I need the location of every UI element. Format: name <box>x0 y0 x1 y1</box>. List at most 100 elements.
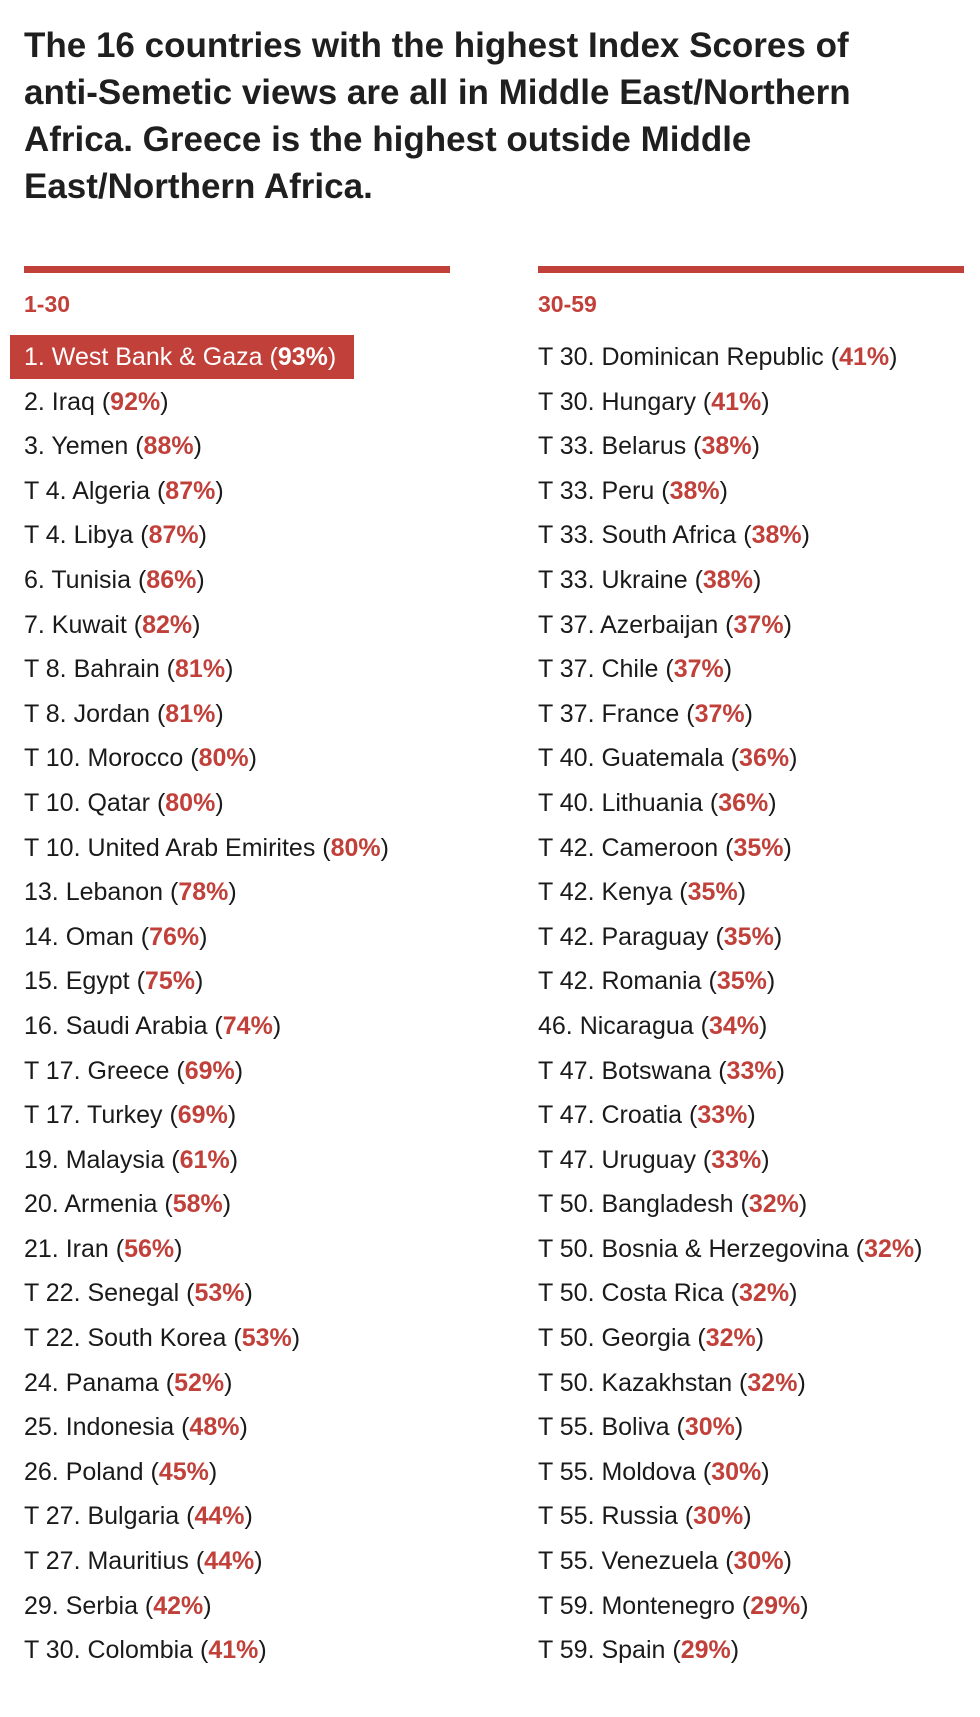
list-item-content: 1. West Bank & Gaza (93%) <box>10 335 355 379</box>
list-item: T 37. France (37%) <box>538 692 964 737</box>
rank-label: T 42. <box>538 833 602 862</box>
rank-label: T 59. <box>538 1591 602 1620</box>
score-percent: 30% <box>693 1502 744 1531</box>
rank-label: 15. <box>24 967 66 996</box>
list-item-content: T 33. Ukraine (38%) <box>538 565 762 594</box>
list-item-content: T 47. Uruguay (33%) <box>538 1145 770 1174</box>
list-item-content: T 10. Morocco (80%) <box>24 744 257 773</box>
list-item-content: T 4. Algeria (87%) <box>24 476 224 505</box>
list-item: 15. Egypt (75%) <box>24 959 450 1004</box>
rank-label: 19. <box>24 1145 66 1174</box>
rank-label: T 55. <box>538 1502 602 1531</box>
rank-label: T 42. <box>538 878 602 907</box>
country-name: Uruguay <box>601 1145 696 1174</box>
list-item-content: T 37. France (37%) <box>538 699 753 728</box>
column-divider <box>538 266 964 273</box>
country-name: Indonesia <box>65 1413 175 1442</box>
country-name: Guatemala <box>601 744 724 773</box>
rank-label: T 30. <box>538 343 602 371</box>
ranking-column-1-30: 1-30 1. West Bank & Gaza (93%) 2. Iraq (9… <box>10 266 450 1673</box>
score-percent: 75% <box>144 967 195 996</box>
list-item: T 4. Algeria (87%) <box>24 469 450 514</box>
list-item-content: T 47. Botswana (33%) <box>538 1056 785 1085</box>
score-percent: 53% <box>241 1324 292 1353</box>
rank-label: 7. <box>24 610 52 639</box>
rank-label: T 4. <box>24 476 73 505</box>
rank-label: T 37. <box>538 655 602 684</box>
list-item: T 22. Senegal (53%) <box>24 1271 450 1316</box>
country-name: Venezuela <box>601 1547 719 1576</box>
score-percent: 92% <box>110 387 161 416</box>
country-name: Egypt <box>65 967 130 996</box>
rank-label: 1. <box>24 343 52 371</box>
rank-label: T 8. <box>24 655 74 684</box>
rank-label: T 10. <box>24 833 88 862</box>
list-item: T 59. Spain (29%) <box>538 1628 964 1673</box>
list-item: T 33. Peru (38%) <box>538 469 964 514</box>
score-percent: 37% <box>673 655 724 684</box>
rank-label: 14. <box>24 922 66 951</box>
rank-label: T 42. <box>538 967 602 996</box>
list-item-content: T 50. Georgia (32%) <box>538 1324 765 1353</box>
list-item: T 37. Azerbaijan (37%) <box>538 603 964 648</box>
list-item: 6. Tunisia (86%) <box>24 558 450 603</box>
list-item-content: T 30. Hungary (41%) <box>538 387 770 416</box>
rank-label: 25. <box>24 1413 66 1442</box>
rank-label: 2. <box>24 387 52 416</box>
score-percent: 69% <box>177 1101 228 1130</box>
list-item-content: 25. Indonesia (48%) <box>24 1413 248 1442</box>
country-name: Belarus <box>601 432 687 461</box>
country-name: Algeria <box>72 476 151 505</box>
rank-label: T 10. <box>24 788 88 817</box>
rank-label: T 33. <box>538 565 602 594</box>
rank-label: T 27. <box>24 1547 88 1576</box>
rank-label: T 55. <box>538 1457 602 1486</box>
list-item: 3. Yemen (88%) <box>24 424 450 469</box>
score-percent: 81% <box>175 655 226 684</box>
score-percent: 80% <box>198 744 249 773</box>
list-item: 16. Saudi Arabia (74%) <box>24 1004 450 1049</box>
rank-label: T 55. <box>538 1547 602 1576</box>
list-item-content: T 33. South Africa (38%) <box>538 521 810 550</box>
score-percent: 42% <box>153 1591 204 1620</box>
rank-label: T 40. <box>538 788 602 817</box>
rank-label: 3. <box>24 432 52 461</box>
country-name: Libya <box>73 521 134 550</box>
list-item: T 33. Belarus (38%) <box>538 424 964 469</box>
score-percent: 61% <box>179 1145 230 1174</box>
rank-label: 6. <box>24 565 52 594</box>
list-item: T 42. Kenya (35%) <box>538 870 964 915</box>
list-item-content: 16. Saudi Arabia (74%) <box>24 1011 282 1040</box>
rank-label: T 17. <box>24 1101 88 1130</box>
score-percent: 41% <box>208 1636 259 1665</box>
country-name: Iran <box>65 1234 109 1263</box>
list-item: 26. Poland (45%) <box>24 1450 450 1495</box>
rank-label: 13. <box>24 878 66 907</box>
country-name: Qatar <box>87 788 150 817</box>
country-name: Cameroon <box>601 833 719 862</box>
list-item: T 50. Bangladesh (32%) <box>538 1182 964 1227</box>
list-item: T 17. Greece (69%) <box>24 1049 450 1094</box>
score-percent: 35% <box>716 967 767 996</box>
list-item-content: T 27. Mauritius (44%) <box>24 1547 263 1576</box>
list-item-content: T 22. Senegal (53%) <box>24 1279 253 1308</box>
rank-label: T 33. <box>538 476 602 505</box>
list-item-content: 14. Oman (76%) <box>24 922 208 951</box>
list-item-content: 46. Nicaragua (34%) <box>538 1011 768 1040</box>
list-item-content: T 55. Moldova (30%) <box>538 1457 770 1486</box>
country-name: Bosnia & Herzegovina <box>601 1234 849 1263</box>
list-item: T 4. Libya (87%) <box>24 513 450 558</box>
ranking-column-30-59: 30-59 T 30. Dominican Republic (41%) T 30… <box>538 266 964 1673</box>
rank-label: 29. <box>24 1591 66 1620</box>
rank-label: 26. <box>24 1457 66 1486</box>
list-item-content: T 8. Bahrain (81%) <box>24 655 234 684</box>
ranking-list: 1. West Bank & Gaza (93%) 2. Iraq (92%) 3.… <box>10 335 450 1673</box>
list-item: 14. Oman (76%) <box>24 915 450 960</box>
country-name: Turkey <box>87 1101 163 1130</box>
rank-label: T 50. <box>538 1234 602 1263</box>
score-percent: 29% <box>750 1591 801 1620</box>
list-item: T 42. Cameroon (35%) <box>538 826 964 871</box>
list-item-content: T 40. Lithuania (36%) <box>538 788 777 817</box>
country-name: Mauritius <box>87 1547 189 1576</box>
country-name: Russia <box>601 1502 678 1531</box>
